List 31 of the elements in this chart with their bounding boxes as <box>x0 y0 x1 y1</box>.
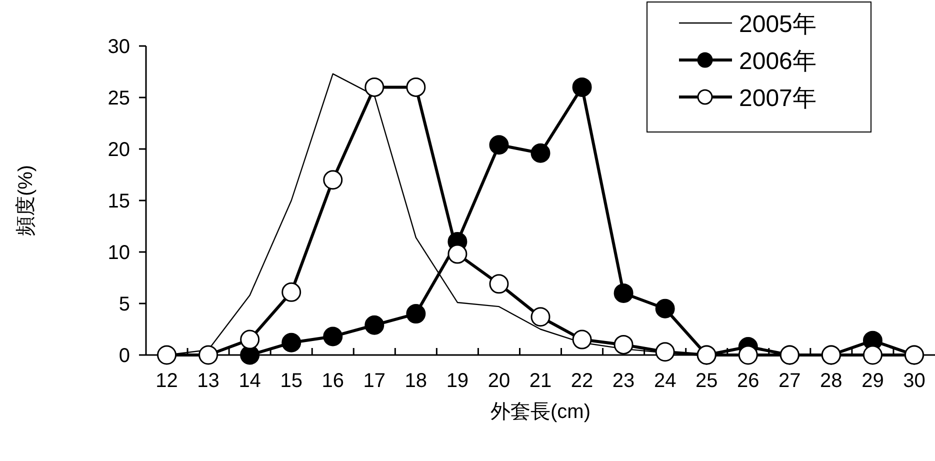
y-tick-label: 30 <box>108 36 130 58</box>
y-tick-label: 10 <box>108 242 130 264</box>
x-tick-label: 17 <box>363 370 386 392</box>
x-tick-label: 18 <box>404 370 428 392</box>
x-tick-label: 21 <box>529 370 552 392</box>
y-axis-title: 頻度(%) <box>15 164 37 236</box>
x-tick-label: 12 <box>156 370 178 392</box>
y-tick-label: 20 <box>108 139 130 161</box>
y-tick-label: 0 <box>118 345 130 367</box>
x-axis-title: 外套長(cm) <box>490 401 590 423</box>
x-tick-label: 24 <box>654 370 676 392</box>
x-tick-label: 26 <box>737 370 760 392</box>
legend-label: 2006年 <box>739 48 816 75</box>
x-tick-label: 27 <box>778 370 801 392</box>
legend-label: 2007年 <box>739 85 816 112</box>
x-tick-label: 13 <box>197 370 220 392</box>
x-tick-label: 16 <box>322 370 344 392</box>
x-tick-label: 22 <box>570 370 594 392</box>
x-tick-label: 20 <box>488 370 510 392</box>
x-tick-label: 25 <box>695 370 718 392</box>
y-tick-label: 5 <box>118 294 130 316</box>
y-tick-label: 15 <box>108 190 130 212</box>
legend-label: 2005年 <box>739 11 816 38</box>
x-tick-label: 15 <box>280 370 302 392</box>
y-tick-label: 25 <box>108 88 130 110</box>
x-tick-label: 14 <box>238 370 261 392</box>
x-tick-label: 19 <box>446 370 469 392</box>
x-tick-label: 30 <box>903 370 926 392</box>
x-tick-label: 23 <box>612 370 635 392</box>
x-tick-label: 29 <box>862 370 884 392</box>
x-tick-label: 28 <box>820 370 842 392</box>
